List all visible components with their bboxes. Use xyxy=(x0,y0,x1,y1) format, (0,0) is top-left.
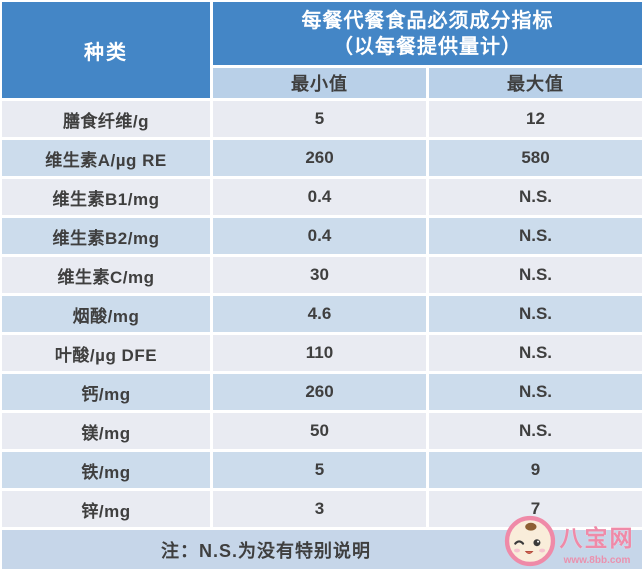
row-max-value: 7 xyxy=(429,491,642,527)
row-max-value: 9 xyxy=(429,452,642,488)
row-label: 叶酸/µg DFE xyxy=(2,335,210,371)
row-label: 镁/mg xyxy=(2,413,210,449)
row-max-value: N.S. xyxy=(429,374,642,410)
row-min-value: 5 xyxy=(213,452,426,488)
table-footnote: 注：N.S.为没有特别说明 xyxy=(2,530,642,569)
column-header-type: 种类 xyxy=(2,2,210,98)
row-max-value: N.S. xyxy=(429,257,642,293)
row-max-value: 580 xyxy=(429,140,642,176)
row-label: 烟酸/mg xyxy=(2,296,210,332)
row-label: 维生素A/µg RE xyxy=(2,140,210,176)
column-header-max: 最大值 xyxy=(429,68,642,98)
table-title: 每餐代餐食品必须成分指标 （以每餐提供量计） xyxy=(213,2,642,65)
row-min-value: 0.4 xyxy=(213,179,426,215)
row-label: 维生素B2/mg xyxy=(2,218,210,254)
row-min-value: 3 xyxy=(213,491,426,527)
row-min-value: 30 xyxy=(213,257,426,293)
row-max-value: N.S. xyxy=(429,335,642,371)
table-title-line1: 每餐代餐食品必须成分指标 xyxy=(301,9,554,32)
row-max-value: N.S. xyxy=(429,179,642,215)
row-min-value: 50 xyxy=(213,413,426,449)
row-min-value: 110 xyxy=(213,335,426,371)
row-max-value: N.S. xyxy=(429,218,642,254)
row-label: 维生素C/mg xyxy=(2,257,210,293)
row-min-value: 260 xyxy=(213,374,426,410)
row-label: 锌/mg xyxy=(2,491,210,527)
row-min-value: 260 xyxy=(213,140,426,176)
row-min-value: 0.4 xyxy=(213,218,426,254)
row-label: 膳食纤维/g xyxy=(2,101,210,137)
row-min-value: 5 xyxy=(213,101,426,137)
row-max-value: 12 xyxy=(429,101,642,137)
row-label: 铁/mg xyxy=(2,452,210,488)
row-min-value: 4.6 xyxy=(213,296,426,332)
row-max-value: N.S. xyxy=(429,413,642,449)
row-max-value: N.S. xyxy=(429,296,642,332)
column-header-min: 最小值 xyxy=(213,68,426,98)
row-label: 钙/mg xyxy=(2,374,210,410)
row-label: 维生素B1/mg xyxy=(2,179,210,215)
table-title-line2: （以每餐提供量计） xyxy=(333,35,522,58)
